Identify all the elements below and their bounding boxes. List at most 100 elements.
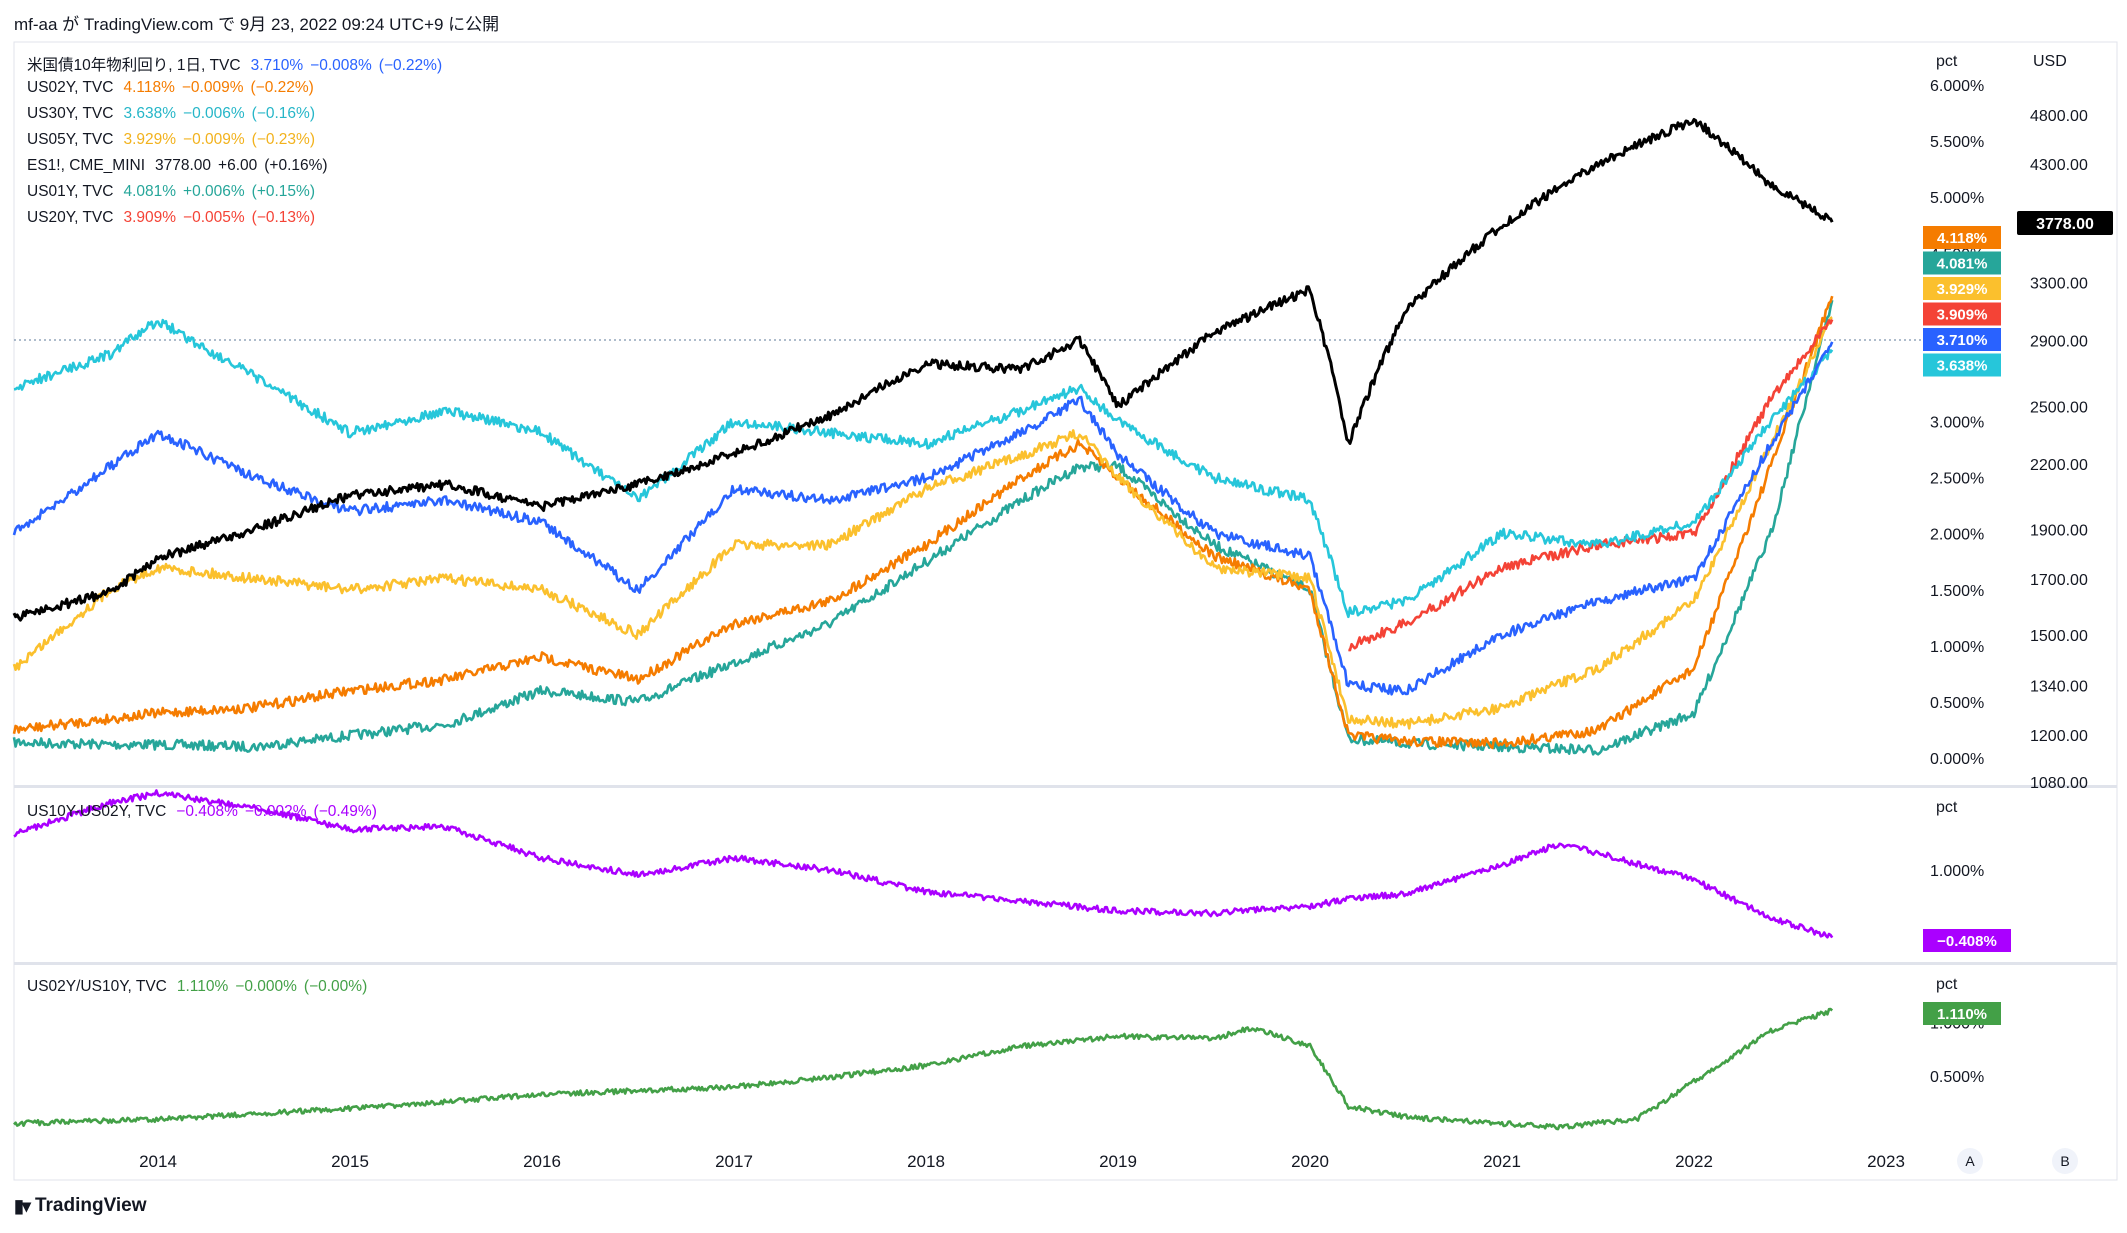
log-scale-button[interactable]: B	[2052, 1148, 2078, 1174]
legend-ratio: US02Y/US10Y, TVC 1.110% −0.000% (−0.00%)	[27, 978, 374, 1004]
x-tick-label: 2020	[1291, 1152, 1329, 1171]
legend-change-pct: (+0.15%)	[251, 183, 315, 200]
y-tick-label-usd: 4800.00	[2030, 108, 2088, 125]
y-tick-label-ratio: 0.500%	[1930, 1069, 1984, 1086]
legend-row[interactable]: US30Y, TVC 3.638% −0.006% (−0.16%)	[27, 105, 449, 131]
series-line-us10y-us02y	[13, 789, 1834, 939]
price-label-box	[1923, 277, 2001, 300]
legend-value: 3.710%	[250, 57, 304, 74]
legend-change-pct: (−0.49%)	[313, 803, 377, 820]
legend-change: −0.009%	[181, 79, 244, 96]
legend-spread: US10Y-US02Y, TVC −0.408% −0.002% (−0.49%)	[27, 803, 384, 829]
legend-change: −0.005%	[183, 209, 245, 226]
legend-symbol: 米国債10年物利回り, 1日, TVC	[27, 57, 241, 74]
y-tick-label-pct: 5.500%	[1930, 134, 1984, 151]
legend-change: −0.006%	[183, 105, 245, 122]
y-tick-label-pct: 6.000%	[1930, 78, 1984, 95]
y-tick-label-usd: 2200.00	[2030, 457, 2088, 474]
y-tick-label-usd: 1080.00	[2030, 775, 2088, 792]
y-tick-label-usd: 1900.00	[2030, 522, 2088, 539]
x-tick-label: 2019	[1099, 1152, 1137, 1171]
y-tick-label-spread: 1.000%	[1930, 863, 1984, 880]
axis-unit-ratio: pct	[1936, 976, 1958, 993]
y-tick-label-usd: 1500.00	[2030, 628, 2088, 645]
series-line-us02y	[12, 295, 1834, 750]
legend-change: −0.008%	[310, 57, 372, 74]
legend-row[interactable]: US02Y/US10Y, TVC 1.110% −0.000% (−0.00%)	[27, 978, 374, 1004]
legend-change-pct: (−0.13%)	[251, 209, 315, 226]
price-label-box	[1923, 226, 2001, 249]
y-tick-label-pct: 1.500%	[1930, 583, 1984, 600]
series-line-us05y	[12, 316, 1833, 730]
legend-change-pct: (−0.16%)	[251, 105, 315, 122]
legend-value: 1.110%	[176, 978, 229, 995]
legend-value: −0.408%	[176, 803, 238, 820]
price-label-box	[1923, 302, 2001, 326]
legend-change: +6.00	[218, 157, 258, 174]
price-labels: 4.118% 4.081% 3.929% 3.909% 3.710% 3.638% 3778…	[1923, 211, 2113, 1025]
price-label-box	[1923, 251, 2001, 275]
y-tick-label-usd: 1200.00	[2030, 728, 2088, 745]
legend-value: 4.118%	[123, 79, 175, 96]
x-tick-label: 2016	[523, 1152, 561, 1171]
legend-symbol: US05Y, TVC	[27, 131, 114, 148]
y-tick-label-pct: 1.000%	[1930, 639, 1984, 656]
x-tick-label: 2021	[1483, 1152, 1521, 1171]
price-label-box	[2017, 211, 2113, 235]
y-tick-label-usd: 2500.00	[2030, 400, 2088, 417]
price-label-box	[1923, 328, 2001, 351]
brand-name: TradingView	[34, 1195, 147, 1216]
y-tick-label-usd: 4300.00	[2030, 157, 2088, 174]
price-label-text: 3778.00	[2036, 216, 2094, 233]
legend-symbol: US10Y-US02Y, TVC	[27, 803, 167, 820]
price-label-box	[1923, 353, 2001, 377]
y-tick-label-pct: 0.000%	[1930, 751, 1984, 768]
legend-row[interactable]: ES1!, CME_MINI 3778.00 +6.00 (+0.16%)	[27, 157, 449, 183]
legend-symbol: US02Y, TVC	[27, 79, 114, 96]
legend-row[interactable]: 米国債10年物利回り, 1日, TVC 3.710% −0.008% (−0.22%)	[27, 53, 449, 79]
y-tick-label-usd: 1340.00	[2030, 679, 2088, 696]
legend-value: 3.909%	[123, 209, 177, 226]
axis-unit-usd: USD	[2033, 53, 2067, 70]
axis-unit-spread: pct	[1936, 799, 1958, 816]
legend-change: +0.006%	[183, 183, 245, 200]
legend-value: 3.638%	[123, 105, 177, 122]
x-tick-label: 2015	[331, 1152, 369, 1171]
y-tick-label-pct: 0.500%	[1930, 695, 1984, 712]
tradingview-brand[interactable]: ▮▾ TradingView	[14, 1195, 147, 1217]
y-tick-label-pct: 2.500%	[1930, 471, 1984, 488]
price-label-text: 3.638%	[1937, 358, 1988, 375]
legend-symbol: US20Y, TVC	[27, 209, 114, 226]
legend-symbol: ES1!, CME_MINI	[27, 157, 145, 174]
price-label-text: 4.118%	[1937, 230, 1987, 247]
y-tick-label-pct: 3.000%	[1930, 415, 1984, 432]
legend-symbol: US01Y, TVC	[27, 183, 114, 200]
price-label-text: 1.110%	[1937, 1006, 1987, 1023]
series-layer	[12, 118, 1834, 1131]
legend-row[interactable]: US10Y-US02Y, TVC −0.408% −0.002% (−0.49%)	[27, 803, 384, 829]
legend-value: 3.929%	[123, 131, 177, 148]
legend-change-pct: (−0.22%)	[378, 57, 443, 74]
price-label-text: 3.909%	[1937, 307, 1988, 324]
legend-row[interactable]: US01Y, TVC 4.081% +0.006% (+0.15%)	[27, 183, 449, 209]
legend-main: 米国債10年物利回り, 1日, TVC 3.710% −0.008% (−0.22%)…	[27, 53, 449, 235]
series-line-us30y	[13, 318, 1834, 619]
price-label-box	[1923, 1002, 2001, 1025]
legend-row[interactable]: US02Y, TVC 4.118% −0.009% (−0.22%)	[27, 79, 449, 105]
auto-scale-button[interactable]: A	[1957, 1148, 1983, 1174]
series-line-us02y-us10y	[13, 1007, 1834, 1131]
price-label-text: 3.929%	[1937, 281, 1988, 298]
legend-change-pct: (−0.23%)	[251, 131, 315, 148]
y-tick-label-pct: 2.000%	[1930, 527, 1984, 544]
legend-change-pct: (+0.16%)	[264, 157, 328, 174]
price-label-text: 3.710%	[1937, 332, 1988, 349]
price-label-text: −0.408%	[1937, 933, 1997, 950]
y-tick-label-usd: 3300.00	[2030, 276, 2088, 293]
legend-row[interactable]: US05Y, TVC 3.929% −0.009% (−0.23%)	[27, 131, 449, 157]
legend-change: −0.002%	[244, 803, 307, 820]
x-tick-label: 2018	[907, 1152, 945, 1171]
series-line-es1	[12, 118, 1834, 622]
legend-row[interactable]: US20Y, TVC 3.909% −0.005% (−0.13%)	[27, 209, 449, 235]
price-label-text: 4.081%	[1937, 256, 1988, 273]
series-line-us01y	[12, 299, 1834, 756]
